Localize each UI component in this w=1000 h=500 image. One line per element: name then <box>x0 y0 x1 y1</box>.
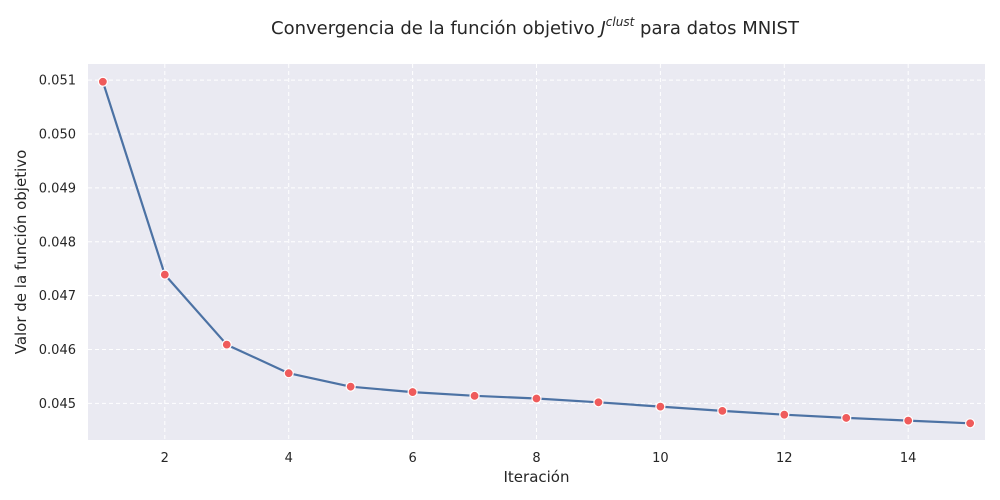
data-point <box>965 418 976 429</box>
data-point <box>407 386 418 398</box>
x-tick-label: 12 <box>776 451 793 466</box>
data-point <box>903 415 914 426</box>
data-point <box>97 76 108 87</box>
chart-title: Convergencia de la función objetivo Jclu… <box>271 15 800 39</box>
x-tick-label: 4 <box>285 451 293 466</box>
chart-title-suffix: para datos MNIST <box>634 18 800 39</box>
chart-title-superscript: clust <box>606 15 636 29</box>
data-point <box>531 393 542 404</box>
plot-area <box>88 64 985 440</box>
data-point <box>469 390 480 401</box>
x-tick-label: 10 <box>652 451 669 466</box>
y-tick-label: 0.051 <box>39 74 76 89</box>
data-point <box>283 368 294 379</box>
y-tick-label: 0.050 <box>39 128 76 143</box>
chart-title-prefix: Convergencia de la función objetivo <box>271 18 600 39</box>
data-point <box>159 269 170 280</box>
chart-title-symbol: J <box>597 18 605 39</box>
y-tick-label: 0.045 <box>39 397 76 412</box>
x-tick-label: 2 <box>161 451 169 466</box>
series-points <box>97 76 976 429</box>
y-tick-label: 0.046 <box>39 343 76 358</box>
data-point <box>345 381 356 392</box>
data-point <box>221 339 232 350</box>
y-axis-label: Valor de la función objetivo <box>12 150 30 355</box>
data-point <box>655 401 666 412</box>
x-axis-label: Iteración <box>504 468 570 486</box>
data-point <box>779 409 790 420</box>
data-point <box>717 405 728 417</box>
x-tick-label: 6 <box>408 451 416 466</box>
x-tick-label: 14 <box>900 451 917 466</box>
y-tick-label: 0.047 <box>39 289 76 304</box>
tick-labels: 2 4 6 8 10 12 14 0.045 0.046 0.047 0.048 0.049 0.050… <box>39 74 917 466</box>
data-point <box>841 412 852 424</box>
data-point <box>593 397 604 408</box>
y-tick-label: 0.048 <box>39 235 76 250</box>
x-tick-label: 8 <box>532 451 540 466</box>
y-tick-label: 0.049 <box>39 181 76 196</box>
